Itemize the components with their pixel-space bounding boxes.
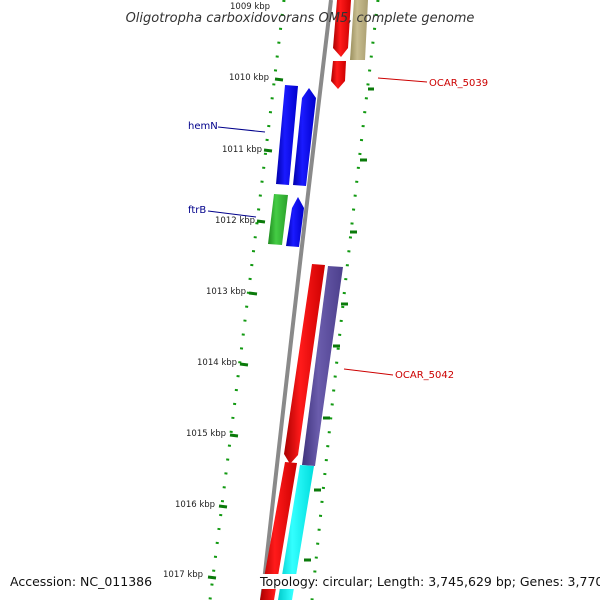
tick-label: 1016 kbp	[175, 500, 215, 510]
gene-features	[260, 0, 368, 600]
ticks-outer	[304, 87, 374, 562]
genome-backbone	[260, 0, 333, 600]
gene-feature-cyan[interactable]	[278, 465, 314, 600]
gene-label-ocar-5039[interactable]: OCAR_5039	[429, 78, 488, 89]
tick-label: 1017 kbp	[163, 570, 203, 580]
label-leaders	[207, 77, 428, 376]
tick-labels: 1009 kbp 1010 kbp 1011 kbp 1012 kbp 1013…	[163, 2, 270, 580]
gene-feature-red[interactable]	[260, 462, 297, 600]
outer-dotted-ring	[310, 0, 380, 600]
inner-dotted-ring	[208, 0, 286, 600]
map-title: Oligotropha carboxidovorans OM5, complet…	[126, 11, 475, 26]
accession-label: Accession: NC_011386	[8, 574, 155, 589]
tick-label: 1011 kbp	[222, 145, 262, 155]
gene-feature-blue[interactable]	[276, 85, 298, 185]
gene-feature-red[interactable]	[331, 61, 346, 89]
tick-label: 1013 kbp	[206, 287, 246, 297]
gene-label-ftrb[interactable]: ftrB	[188, 205, 206, 216]
gene-feature-olive[interactable]	[350, 0, 368, 60]
tick-label: 1015 kbp	[186, 429, 226, 439]
gene-label-hemn[interactable]: hemN	[188, 121, 218, 132]
gene-feature-blue[interactable]	[286, 197, 304, 247]
tick-label: 1012 kbp	[215, 216, 255, 226]
gene-feature-red[interactable]	[284, 264, 325, 464]
tick-label: 1009 kbp	[230, 2, 270, 12]
topology-label: Topology: circular; Length: 3,745,629 bp…	[258, 574, 600, 589]
tick-label: 1014 kbp	[197, 358, 237, 368]
gene-feature-purple[interactable]	[302, 266, 343, 466]
gene-label-ocar-5042[interactable]: OCAR_5042	[395, 370, 454, 381]
tick-label: 1010 kbp	[229, 73, 269, 83]
gene-feature-red[interactable]	[333, 0, 351, 57]
ticks-inner	[207, 77, 284, 580]
gene-feature-blue[interactable]	[293, 88, 316, 186]
gene-feature-green[interactable]	[268, 194, 288, 245]
